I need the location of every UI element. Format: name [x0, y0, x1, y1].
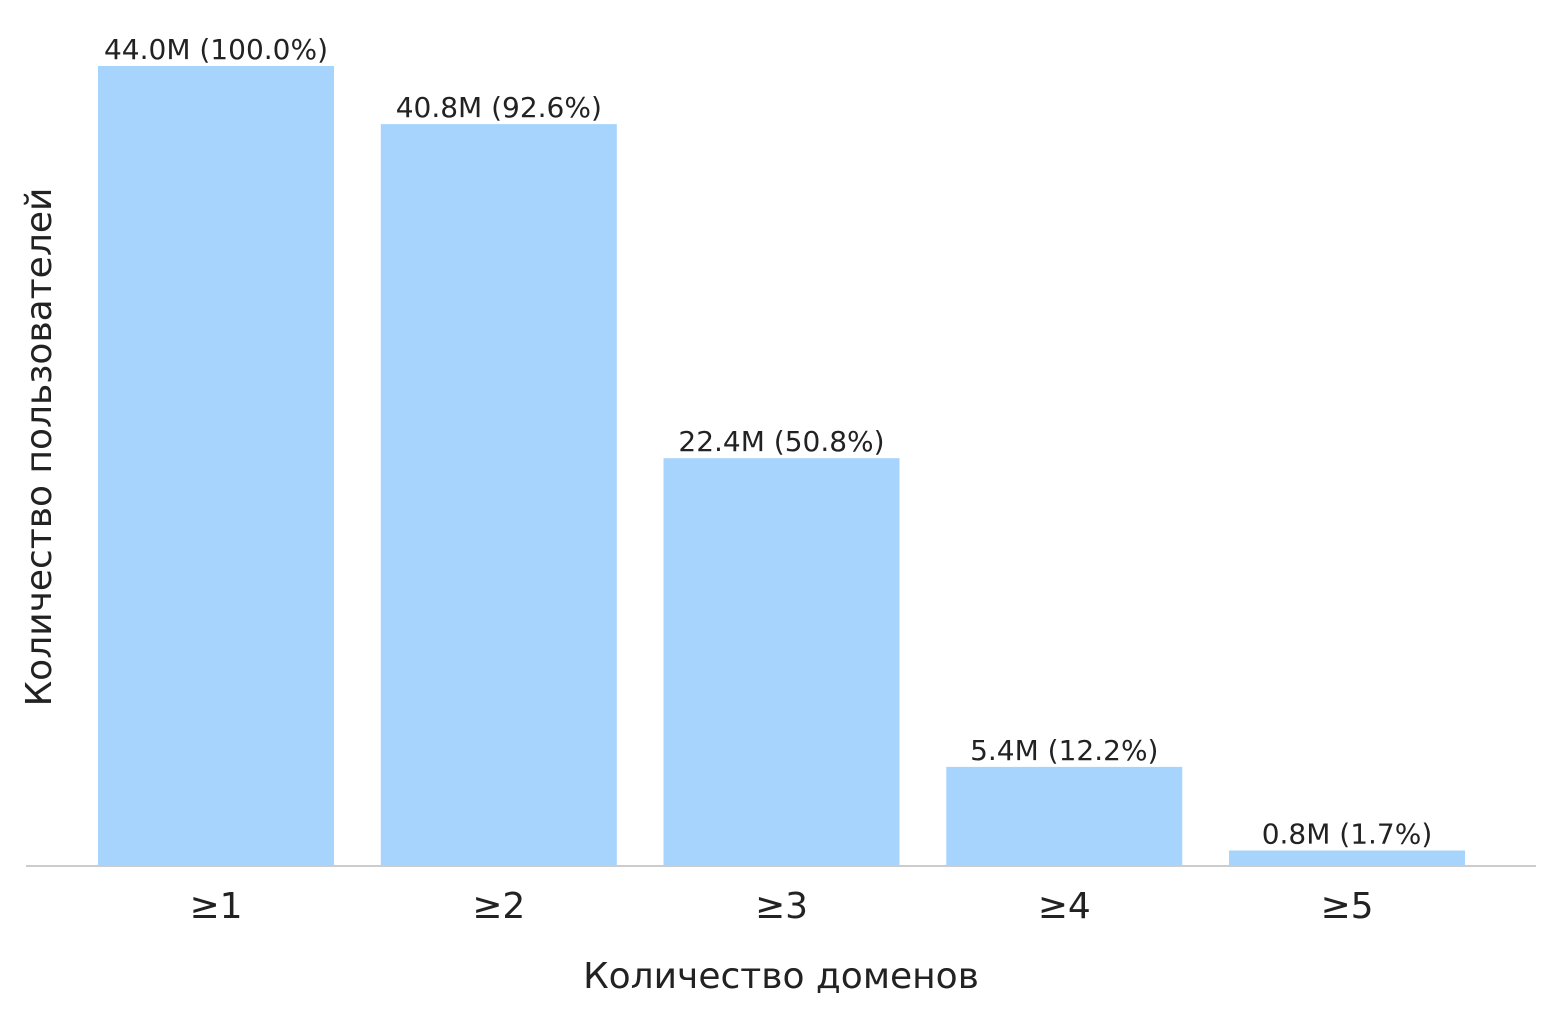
bar-4 — [946, 766, 1183, 865]
x-tick-label-1: ≥1 — [189, 886, 242, 927]
bar-value-label-3: 22.4M (50.8%) — [678, 425, 884, 458]
x-tick-label-3: ≥3 — [755, 886, 808, 927]
x-tick-labels: ≥1 ≥2 ≥3 ≥4 ≥5 — [189, 886, 1373, 927]
bars — [98, 66, 1465, 866]
bar-value-label-2: 40.8M (92.6%) — [396, 91, 602, 124]
y-axis-title: Количество пользователей — [19, 188, 60, 707]
x-axis-title: Количество доменов — [583, 956, 979, 997]
bar-3 — [663, 458, 900, 865]
bar-value-label-1: 44.0M (100.0%) — [104, 33, 328, 66]
x-tick-label-2: ≥2 — [472, 886, 525, 927]
bar-value-label-5: 0.8M (1.7%) — [1262, 818, 1433, 851]
bar-5 — [1229, 850, 1465, 865]
bar-value-labels: 44.0M (100.0%) 40.8M (92.6%) 22.4M (50.8%)… — [104, 33, 1432, 851]
bar-1 — [98, 66, 334, 865]
bar-value-label-4: 5.4M (12.2%) — [970, 734, 1158, 767]
x-tick-label-5: ≥5 — [1320, 886, 1373, 927]
bar-2 — [380, 124, 617, 866]
x-tick-label-4: ≥4 — [1038, 886, 1091, 927]
